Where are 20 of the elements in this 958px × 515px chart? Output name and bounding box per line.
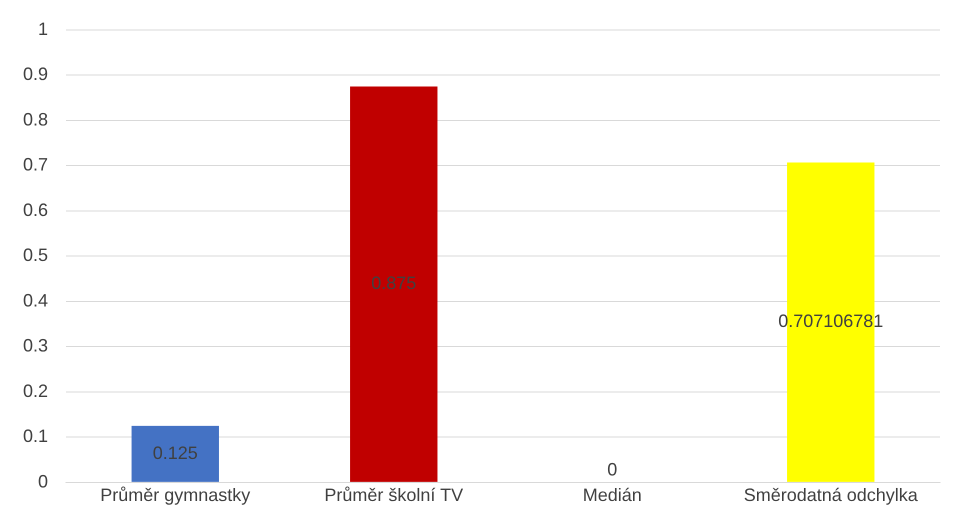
y-tick-label: 0.3 [22,336,48,356]
x-tick-label: Medián [582,485,642,506]
data-label: 0.875 [371,273,416,294]
data-label: 0.125 [152,442,198,463]
y-tick-label: 1 [38,18,48,39]
x-tick-label: Směrodatná odchylka [744,485,919,506]
y-tick-label: 0.6 [22,200,48,220]
bar [350,86,438,482]
y-tick-label: 0.8 [22,109,48,130]
y-tick-label: 0.5 [22,245,48,266]
x-tick-label: Průměr školní TV [324,485,464,506]
bar [132,426,219,482]
x-tick-label: Průměr gymnastky [100,485,250,506]
y-tick-label: 0.4 [22,290,48,310]
y-tick-label: 0.7 [22,154,48,175]
y-tick-label: 0.1 [22,426,48,446]
y-tick-label: 0.9 [22,64,48,84]
y-tick-label: 0 [38,471,48,492]
y-tick-label: 0.2 [22,380,48,401]
data-label: 0 [607,459,618,480]
